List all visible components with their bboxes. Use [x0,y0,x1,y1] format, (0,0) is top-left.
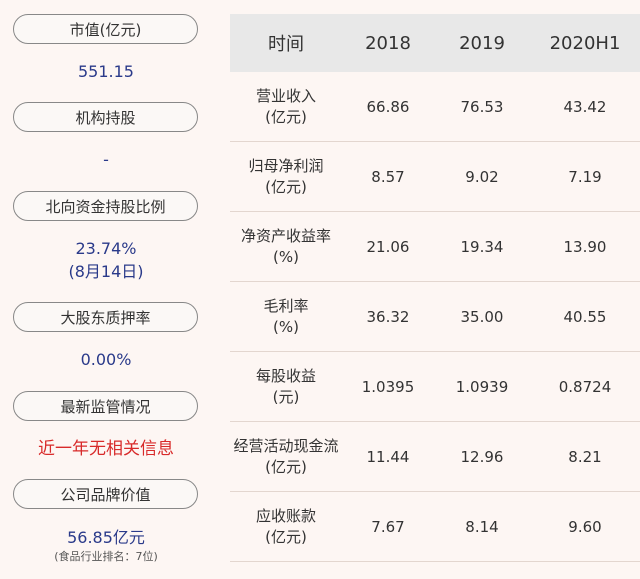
pledge-ratio-pill: 大股东质押率 [13,302,198,332]
cell-2018: 11.44 [366,447,410,466]
cell-2019: 76.53 [460,97,504,116]
northbound-ratio-date: (8月14日) [68,262,144,281]
row-label: 每股收益 (元) [255,366,316,406]
table-row: 归母净利润 (亿元) 8.57 9.02 7.19 [230,142,640,212]
cell-2020h1: 9.60 [568,517,602,536]
brand-value: 56.85亿元 [67,528,145,547]
header-2020h1: 2020H1 [549,32,621,54]
cell-2020h1: 43.42 [563,97,607,116]
row-label: 归母净利润 (亿元) [248,156,324,196]
cell-2020h1: 40.55 [563,307,607,326]
row-label: 净资产收益率 (%) [240,226,331,266]
cell-2019: 35.00 [460,307,504,326]
header-2018: 2018 [365,32,411,54]
table-row: 每股收益 (元) 1.0395 1.0939 0.8724 [230,352,640,422]
left-panel: 市值(亿元) 551.15 机构持股 - 北向资金持股比例 23.74% (8月… [0,0,215,579]
row-label: 经营活动现金流 (亿元) [233,436,339,476]
brand-rank-note: (食品行业排名：7位) [54,550,158,563]
table-row: 经营活动现金流 (亿元) 11.44 12.96 8.21 [230,422,640,492]
regulation-pill: 最新监管情况 [13,391,198,421]
cell-2018: 21.06 [366,237,410,256]
pledge-ratio-value: 0.00% [80,350,132,369]
cell-2018: 8.57 [371,167,405,186]
regulation-value: 近一年无相关信息 [38,439,174,459]
cell-2019: 12.96 [460,447,504,466]
northbound-ratio-pill: 北向资金持股比例 [13,191,198,221]
northbound-ratio-value: 23.74% [75,239,137,258]
institution-holding-value: - [103,150,109,169]
institution-holding-pill: 机构持股 [13,102,198,132]
cell-2019: 9.02 [465,167,499,186]
row-label: 应收账款 (亿元) [255,506,316,546]
table-row: 净资产收益率 (%) 21.06 19.34 13.90 [230,212,640,282]
market-cap-pill: 市值(亿元) [13,14,198,44]
cell-2018: 66.86 [366,97,410,116]
cell-2018: 7.67 [371,517,405,536]
row-label: 营业收入 (亿元) [255,86,316,126]
brand-value-pill: 公司品牌价值 [13,479,198,509]
cell-2019: 1.0939 [455,377,509,396]
table-header: 时间 2018 2019 2020H1 [230,14,640,72]
cell-2018: 1.0395 [361,377,415,396]
table-row: 营业收入 (亿元) 66.86 76.53 43.42 [230,72,640,142]
header-time: 时间 [268,34,304,55]
row-label: 毛利率 (%) [263,296,309,336]
market-cap-value: 551.15 [78,62,134,81]
cell-2020h1: 8.21 [568,447,602,466]
cell-2018: 36.32 [366,307,410,326]
header-2019: 2019 [459,32,505,54]
table-row: 应收账款 (亿元) 7.67 8.14 9.60 [230,492,640,562]
cell-2020h1: 7.19 [568,167,602,186]
cell-2020h1: 13.90 [563,237,607,256]
cell-2019: 19.34 [460,237,504,256]
cell-2020h1: 0.8724 [558,377,612,396]
financial-table: 时间 2018 2019 2020H1 营业收入 (亿元) 66.86 76.53… [230,14,640,562]
cell-2019: 8.14 [465,517,499,536]
table-row: 毛利率 (%) 36.32 35.00 40.55 [230,282,640,352]
